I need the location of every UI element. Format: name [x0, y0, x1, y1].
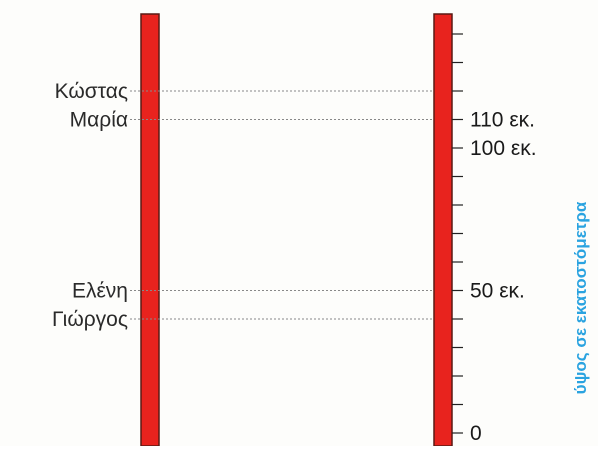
scale-label: 100 εκ.: [470, 137, 537, 160]
scale-label: 110 εκ.: [470, 109, 535, 132]
person-name: Ελένη: [72, 280, 128, 303]
right-ruler-bar: [433, 13, 453, 447]
name-labels: Κώστας Μαρία Ελένη Γιώργος: [52, 80, 128, 331]
person-name: Κώστας: [55, 80, 128, 103]
ruler-ticks: [452, 33, 463, 434]
scale-label: 50 εκ.: [470, 280, 525, 303]
person-name: Μαρία: [70, 109, 128, 132]
axis-title: ύψος σε εκατοστόμετρα: [571, 201, 590, 394]
scale-label: 0: [470, 422, 482, 445]
left-red-bar: [140, 13, 160, 447]
person-name: Γιώργος: [52, 308, 128, 331]
guide-lines: [130, 90, 434, 320]
scale-labels: 110 εκ. 100 εκ. 50 εκ. 0: [470, 109, 537, 446]
